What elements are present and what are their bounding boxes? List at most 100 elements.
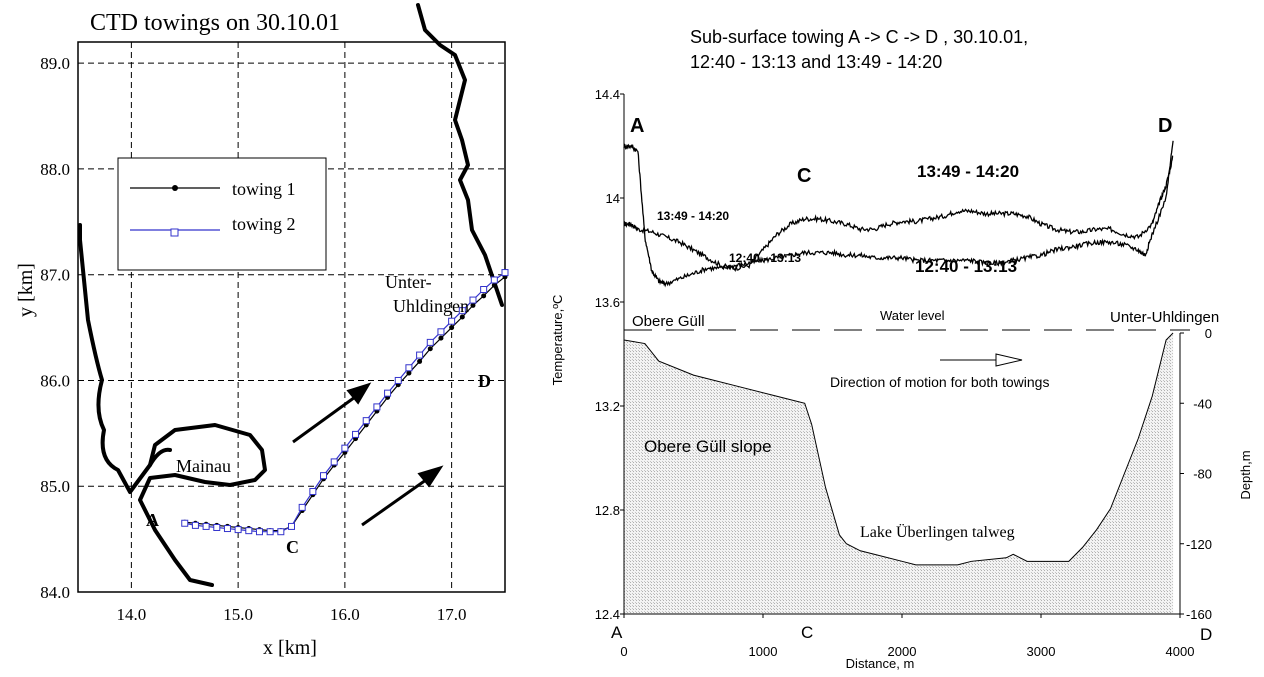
map-point-towing1 (427, 346, 433, 352)
temperature-series-1 (623, 155, 1174, 272)
map-point-towing2 (181, 519, 189, 527)
map-point-towing2 (309, 488, 317, 496)
label-1349-big: 13:49 - 14:20 (917, 162, 1019, 181)
label-unter: Unter- (385, 272, 432, 292)
map-plot-frame (77, 41, 506, 593)
label-d-bottom: D (1200, 625, 1212, 644)
map-point-towing2 (266, 528, 274, 536)
map-point-towing1 (438, 335, 444, 341)
profile-series (623, 140, 1174, 288)
depth-profile-line (623, 332, 1174, 566)
profile-ytick-label: 12.8 (595, 503, 620, 518)
profile-xtick-label: 2000 (888, 644, 917, 659)
profile-ytick-label: 14 (606, 191, 620, 206)
map-xtick-label: 17.0 (437, 605, 467, 624)
depth-profile (623, 332, 1174, 614)
map-point-towing2 (202, 522, 210, 530)
map-xtick-label: 14.0 (117, 605, 147, 624)
map-point-towing2 (458, 307, 466, 315)
map-point-towing1 (449, 325, 455, 331)
map-point-towing2 (426, 338, 434, 346)
map-ytick-label: 85.0 (40, 477, 70, 496)
map-point-towing1 (459, 314, 465, 320)
profile-y2tick-label: -120 (1186, 537, 1212, 552)
profile-y2tick-label: -160 (1186, 607, 1212, 622)
map-grid (78, 42, 505, 593)
label-obere-gull: Obere Güll (632, 313, 705, 330)
profile-ytick-label: 12.4 (595, 607, 620, 622)
map-point-towing2 (288, 522, 295, 530)
label-d-top: D (1158, 115, 1172, 137)
legend-label-towing1: towing 1 (232, 179, 296, 199)
label-1349-small: 13:49 - 14:20 (657, 209, 729, 223)
map-point-towing2 (213, 523, 221, 531)
profile-ylabel: Temperature,ºC (550, 295, 565, 386)
map-point-towing2 (255, 528, 263, 536)
label-1240-small: 12:40 - 13:13 (729, 251, 801, 265)
direction-arrow (940, 353, 1023, 367)
legend-marker-towing2 (170, 228, 179, 237)
label-c-bottom: C (801, 623, 813, 642)
map-xlabel: x [km] (263, 637, 317, 659)
label-c-map: C (286, 537, 299, 557)
label-uhldingen: Uhldingen (393, 296, 469, 316)
map-point-towing1 (470, 302, 476, 308)
map-arrows (292, 382, 444, 527)
map-point-towing1 (481, 293, 487, 299)
map-ytick-label: 88.0 (40, 160, 70, 179)
map-title: CTD towings on 30.10.01 (90, 10, 340, 36)
map-point-towing2 (384, 389, 392, 397)
profile-title-line2: 12:40 - 13:13 and 13:49 - 14:20 (690, 52, 942, 72)
label-water-level: Water level (880, 308, 945, 323)
map-point-towing2 (480, 286, 488, 293)
label-1240-big: 12:40 - 13:13 (915, 257, 1017, 276)
map-point-towing2 (277, 528, 285, 536)
arrow-lower-head (417, 465, 444, 488)
map-point-towing2 (362, 417, 370, 425)
map-point-towing2 (245, 527, 253, 535)
map-legend: towing 1 towing 2 (117, 157, 327, 271)
label-c-top: C (797, 165, 811, 187)
map-point-towing2 (501, 269, 509, 277)
profile-xlabel: Distance, m (846, 656, 915, 671)
left-shoreline (78, 223, 267, 587)
arrow-upper-head (346, 382, 372, 405)
map-point-towing2 (330, 458, 338, 466)
map-ytick-label: 84.0 (40, 583, 70, 602)
profile-ticks: 12.4 12.8 13.2 13.6 14 14.4 0 1000 2000 3000 4000 0… (595, 87, 1212, 659)
right-shoreline (416, 3, 504, 307)
legend-label-towing2: towing 2 (232, 214, 296, 234)
map-point-towing2 (448, 317, 456, 325)
map-series (181, 269, 509, 536)
mainau-island (148, 447, 172, 467)
map-point-towing2 (490, 276, 498, 284)
map-xtick-label: 15.0 (223, 605, 253, 624)
profile-ytick-label: 13.2 (595, 399, 620, 414)
map-point-towing2 (416, 351, 424, 359)
map-point-towing2 (352, 430, 360, 438)
legend-box (117, 157, 327, 271)
profile-ytick-label: 14.4 (595, 87, 620, 102)
map-xtick-label: 16.0 (330, 605, 360, 624)
label-direction: Direction of motion for both towings (830, 374, 1049, 390)
map-point-towing2 (469, 296, 477, 304)
map-point-towing2 (234, 526, 242, 534)
map-point-towing2 (405, 364, 413, 372)
map-point-towing2 (437, 328, 445, 336)
map-point-towing1 (406, 370, 412, 376)
profile-title-line1: Sub-surface towing A -> C -> D , 30.10.0… (690, 27, 1028, 47)
profile-xtick-label: 0 (620, 644, 627, 659)
map-ylabel: y [km] (15, 263, 37, 317)
profile-ytick-label: 13.6 (595, 295, 620, 310)
profile-y2tick-label: -80 (1193, 467, 1212, 482)
label-mainau: Mainau (176, 456, 231, 476)
map-ytick-label: 87.0 (40, 266, 70, 285)
profile-xtick-label: 1000 (749, 644, 778, 659)
map-point-towing2 (223, 525, 231, 533)
arrow-upper (292, 390, 363, 444)
map-ytick-label: 89.0 (40, 54, 70, 73)
legend-marker-towing1 (172, 185, 178, 191)
arrow-lower (361, 473, 434, 527)
temperature-series-2 (623, 140, 1174, 288)
